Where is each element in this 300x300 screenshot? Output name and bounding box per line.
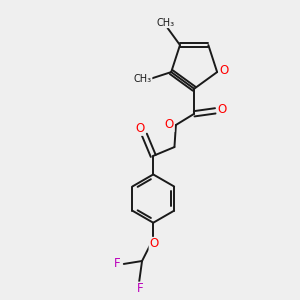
Text: O: O [149, 237, 158, 250]
Text: O: O [165, 118, 174, 131]
Text: O: O [219, 64, 228, 77]
Text: O: O [217, 103, 226, 116]
Text: F: F [114, 257, 121, 270]
Text: F: F [137, 282, 144, 295]
Text: O: O [135, 122, 145, 135]
Text: CH₃: CH₃ [157, 18, 175, 28]
Text: CH₃: CH₃ [134, 74, 152, 84]
